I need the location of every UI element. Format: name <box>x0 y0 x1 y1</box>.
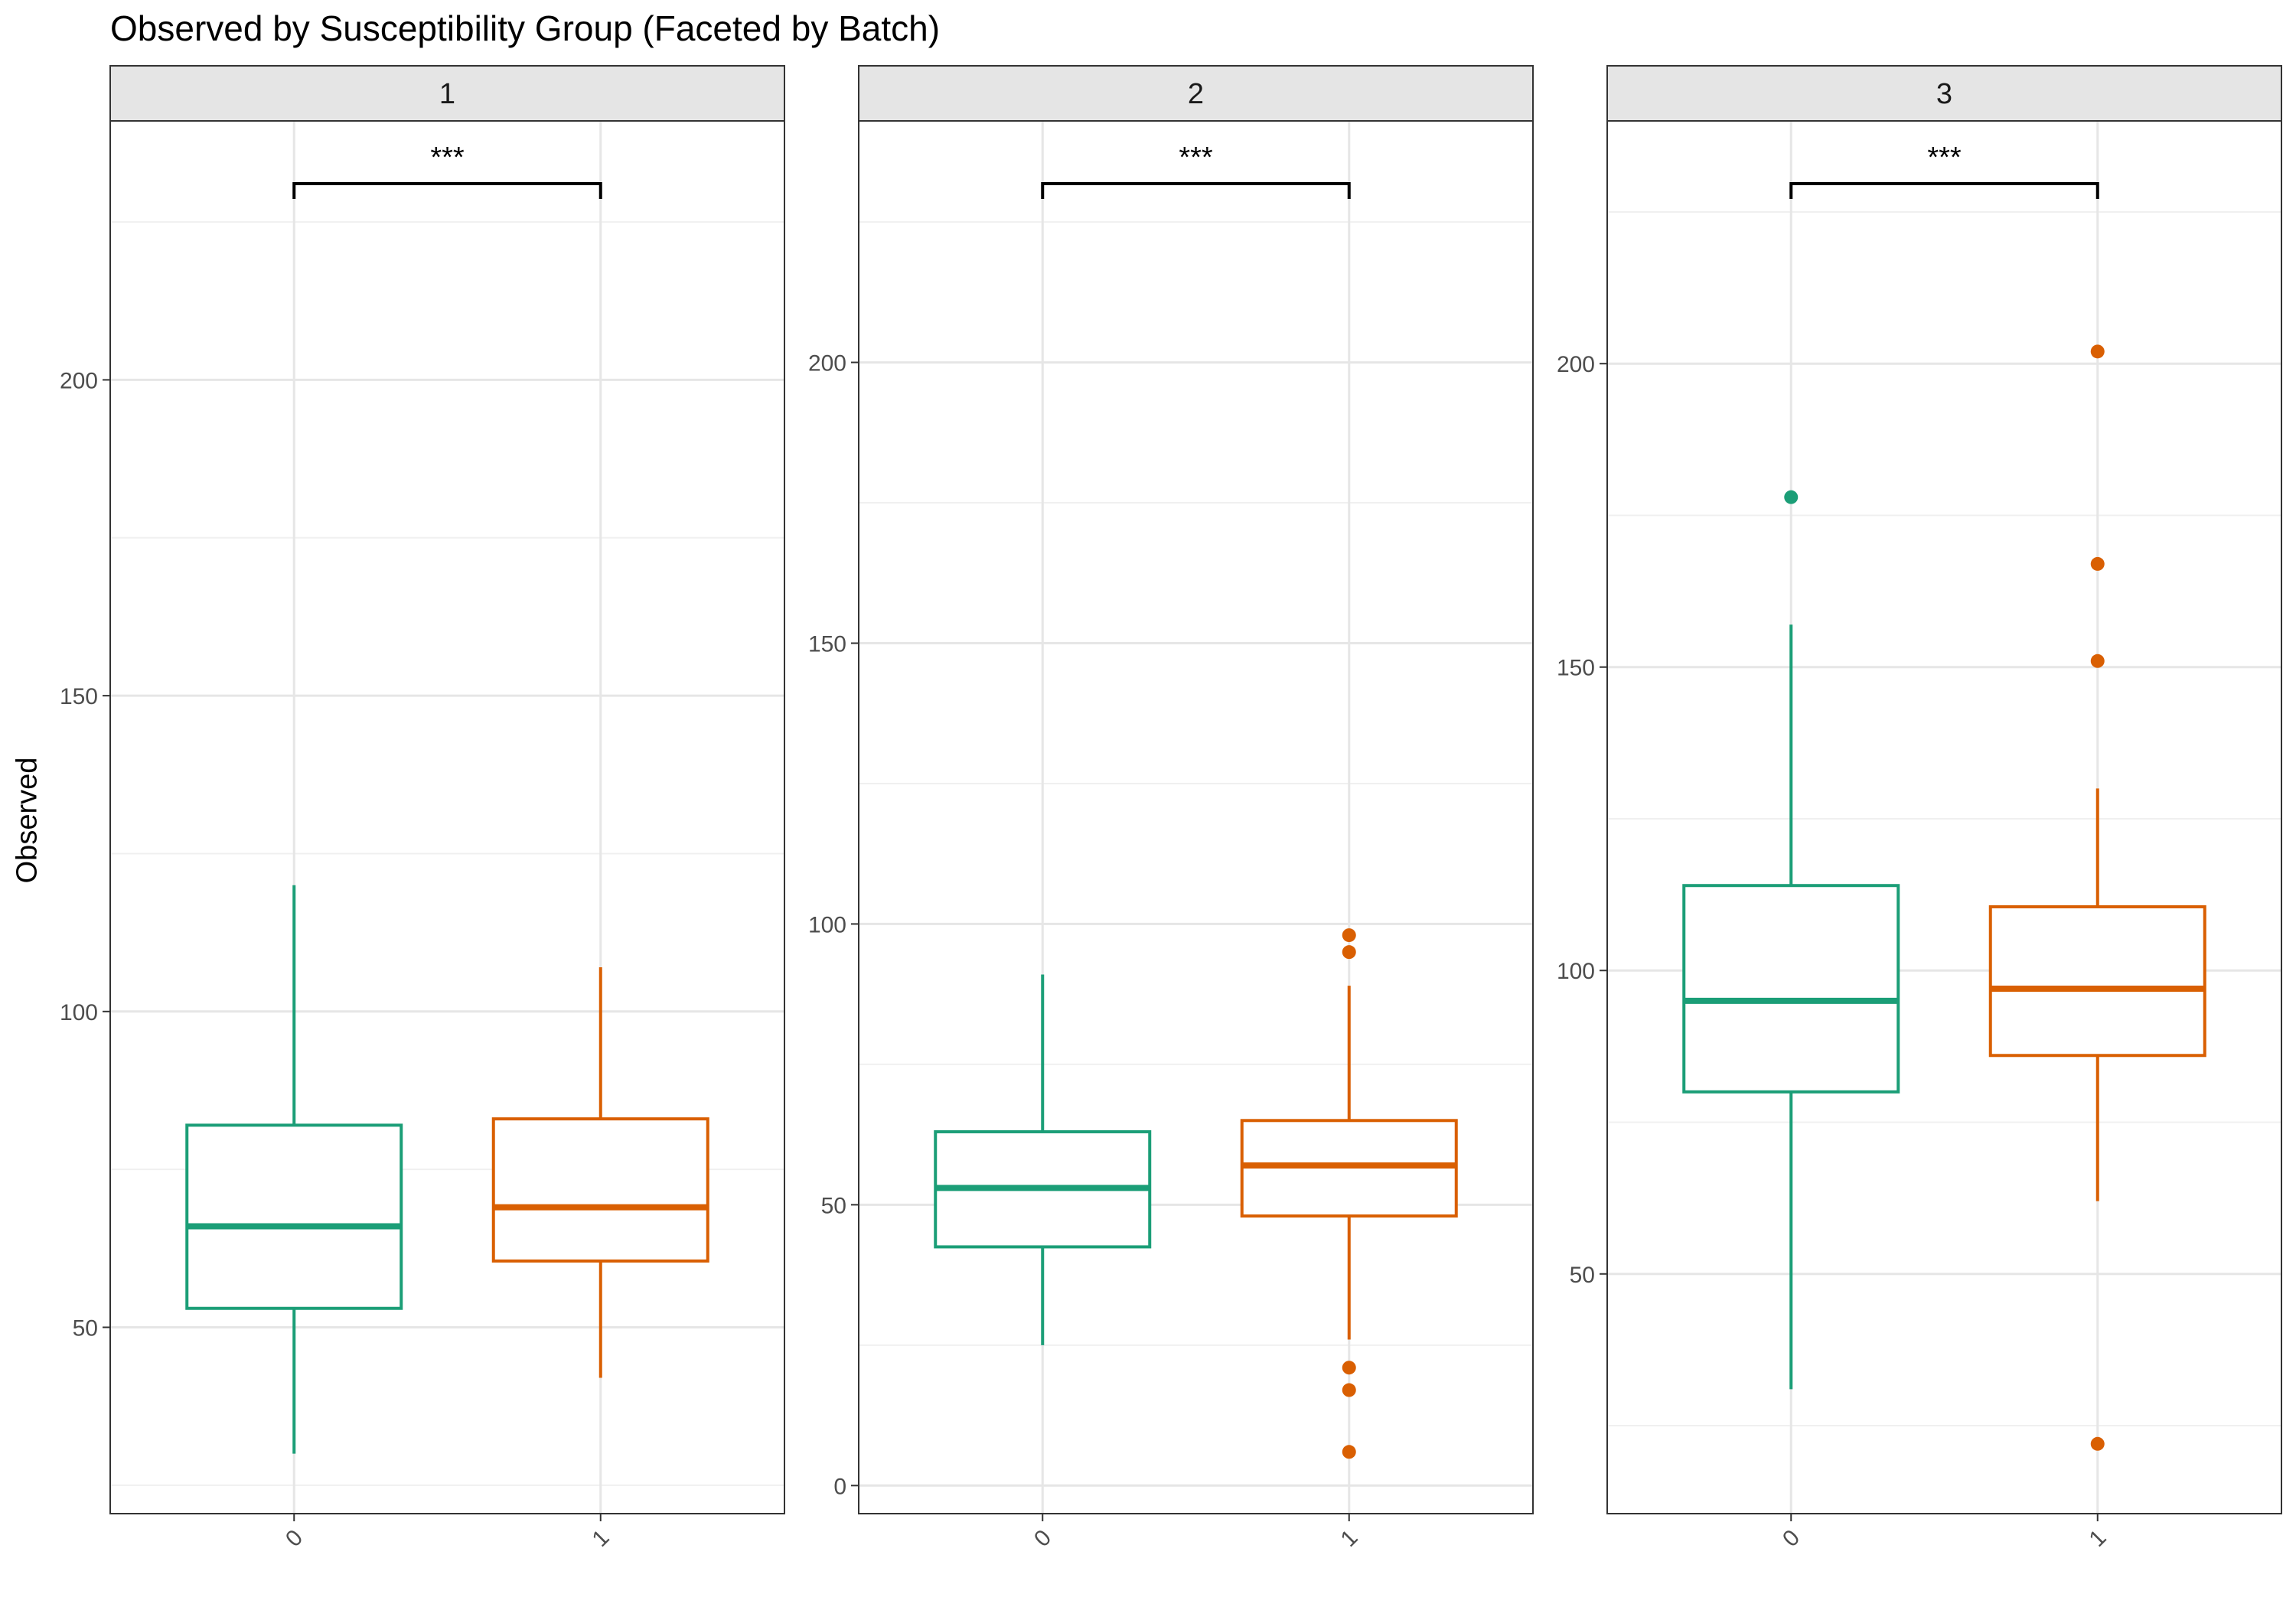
y-tick-label: 100 <box>1557 959 1595 984</box>
box-group-0 <box>185 885 403 1454</box>
facet-strip <box>858 65 1534 122</box>
x-tick-label: 1 <box>2085 1525 2112 1552</box>
significance-label: *** <box>1927 142 1962 174</box>
facet-panel-3: 3 50 100 150 200 *** 0 1 <box>1557 65 2282 1552</box>
outlier-point <box>1342 1383 1356 1397</box>
outlier-point <box>1342 1445 1356 1459</box>
significance-label: *** <box>430 142 465 174</box>
box-group-0 <box>1682 490 1900 1390</box>
x-tick-label: 1 <box>588 1525 615 1552</box>
facet-strip-label: 2 <box>1188 78 1204 110</box>
significance-bracket <box>1789 182 2099 199</box>
x-tick-label: 1 <box>1336 1525 1363 1552</box>
outlier-point <box>2090 654 2105 668</box>
y-tick-label: 50 <box>821 1193 846 1218</box>
box-group-1 <box>1988 344 2206 1451</box>
facet-strip-label: 3 <box>1936 78 1952 110</box>
y-tick-label: 200 <box>1557 352 1595 377</box>
x-tick-label: 0 <box>1029 1525 1056 1552</box>
y-tick-label: 200 <box>808 351 846 376</box>
significance-bracket <box>292 182 602 199</box>
outlier-point <box>1784 490 1799 504</box>
panel-border <box>109 120 785 1514</box>
outlier-point <box>2090 344 2105 359</box>
y-tick-label: 50 <box>1570 1263 1595 1288</box>
box-iqr <box>1682 884 1900 1094</box>
y-tick-label: 50 <box>73 1316 98 1341</box>
facet-strip <box>1606 65 2282 122</box>
facet-strip <box>109 65 785 122</box>
y-tick-label: 100 <box>808 912 846 937</box>
box-iqr <box>491 1117 709 1263</box>
y-tick-label: 150 <box>1557 656 1595 681</box>
y-tick-label: 0 <box>833 1474 846 1499</box>
y-tick-label: 200 <box>60 368 98 393</box>
outlier-point <box>1342 945 1356 960</box>
panel-border <box>1606 120 2282 1514</box>
box-iqr <box>185 1123 403 1310</box>
significance-bracket <box>1041 182 1351 199</box>
panel-border <box>858 120 1534 1514</box>
y-tick-label: 150 <box>60 684 98 709</box>
x-tick-label: 0 <box>281 1525 308 1552</box>
outlier-point <box>1342 1361 1356 1375</box>
outlier-point <box>1342 928 1356 943</box>
facet-panel-2: 2 0 50 100 150 200 *** 0 1 <box>808 65 1534 1552</box>
box-iqr <box>1988 905 2206 1058</box>
chart-title: Observed by Susceptibility Group (Facete… <box>110 8 941 48</box>
y-tick-label: 150 <box>808 632 846 657</box>
y-tick-label: 100 <box>60 1000 98 1025</box>
box-group-1 <box>1240 928 1458 1459</box>
box-group-1 <box>491 967 709 1378</box>
x-tick-label: 0 <box>1778 1525 1805 1552</box>
outlier-point <box>2090 1436 2105 1451</box>
box-group-0 <box>934 974 1152 1345</box>
significance-label: *** <box>1179 142 1213 174</box>
outlier-point <box>2090 556 2105 571</box>
facet-strip-label: 1 <box>439 78 455 110</box>
